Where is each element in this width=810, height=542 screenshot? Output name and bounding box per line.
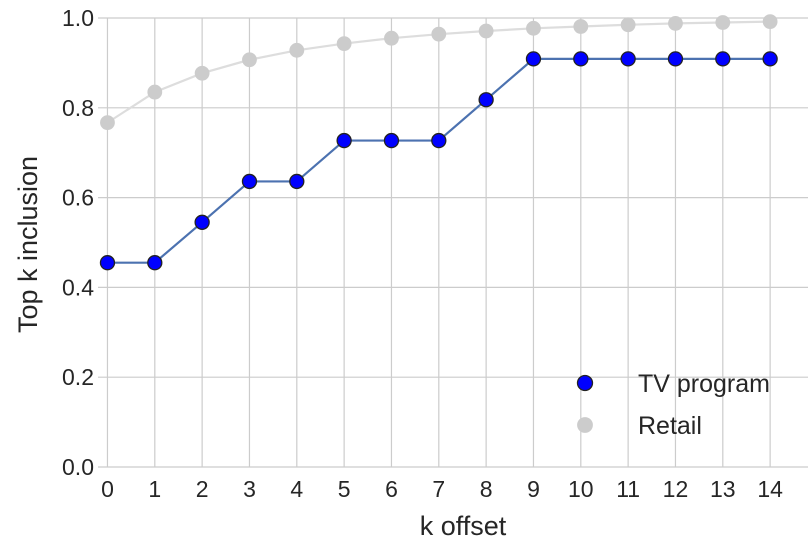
y-tick-label: 0.0 — [62, 454, 94, 480]
data-point — [242, 52, 257, 68]
legend-item: TV program — [576, 370, 770, 398]
legend-item: Retail — [577, 412, 702, 440]
x-tick-label: 7 — [432, 476, 445, 502]
legend-label: Retail — [638, 412, 702, 440]
series-retail — [100, 14, 778, 131]
data-point — [336, 132, 352, 149]
data-point — [100, 115, 115, 131]
x-tick-label: 14 — [757, 476, 783, 502]
y-tick-label: 0.2 — [62, 364, 94, 390]
legend-marker — [577, 417, 593, 433]
series-layer — [99, 14, 778, 271]
data-point — [241, 173, 258, 190]
data-point — [147, 84, 163, 100]
legend: TV program Retail — [576, 370, 770, 440]
data-point — [431, 26, 447, 42]
data-point — [668, 15, 683, 31]
x-tick-label: 10 — [568, 476, 594, 502]
data-point — [715, 15, 731, 30]
data-point — [762, 14, 778, 29]
x-tick-label: 5 — [338, 476, 351, 502]
data-point — [289, 173, 305, 190]
x-tick-label: 8 — [480, 476, 493, 502]
x-tick-label: 3 — [243, 476, 256, 502]
y-tick-label: 0.4 — [62, 274, 94, 300]
data-point — [478, 23, 494, 39]
x-tick-label: 4 — [290, 476, 303, 502]
data-point — [762, 51, 778, 67]
x-tick-label: 6 — [385, 476, 398, 502]
legend-marker — [576, 374, 594, 392]
y-axis-label: Top k inclusion — [13, 156, 43, 333]
data-point — [573, 19, 589, 34]
series-tv-program — [99, 51, 778, 271]
data-point — [384, 30, 399, 46]
legend-label: TV program — [638, 370, 770, 398]
x-tick-label: 2 — [196, 476, 209, 502]
data-point — [147, 255, 163, 271]
y-tick-label: 0.6 — [62, 185, 94, 211]
x-axis-label: k offset — [420, 511, 507, 541]
grid — [98, 17, 808, 468]
x-tick-label: 0 — [101, 476, 114, 502]
data-point — [194, 214, 210, 230]
data-point — [525, 51, 542, 67]
data-point — [573, 51, 589, 67]
data-point — [620, 17, 636, 33]
tick-labels: 0 1 2 3 4 5 6 7 8 9 10 11 12 13 140.00.20.40.60.81.0 — [62, 5, 783, 502]
x-tick-label: 9 — [527, 476, 540, 502]
x-tick-label: 12 — [663, 476, 689, 502]
x-tick-label: 13 — [710, 476, 736, 502]
data-point — [289, 42, 305, 58]
data-point — [667, 51, 684, 67]
data-point — [620, 51, 636, 67]
x-tick-label: 1 — [148, 476, 161, 502]
data-point — [526, 20, 541, 36]
x-tick-label: 11 — [616, 476, 640, 502]
data-point — [99, 255, 116, 271]
data-point — [478, 92, 494, 108]
y-tick-label: 0.8 — [62, 95, 94, 121]
data-point — [336, 36, 352, 51]
y-tick-label: 1.0 — [62, 5, 94, 31]
data-point — [383, 132, 400, 149]
data-point — [194, 65, 210, 81]
data-point — [431, 132, 447, 149]
data-point — [715, 51, 731, 67]
